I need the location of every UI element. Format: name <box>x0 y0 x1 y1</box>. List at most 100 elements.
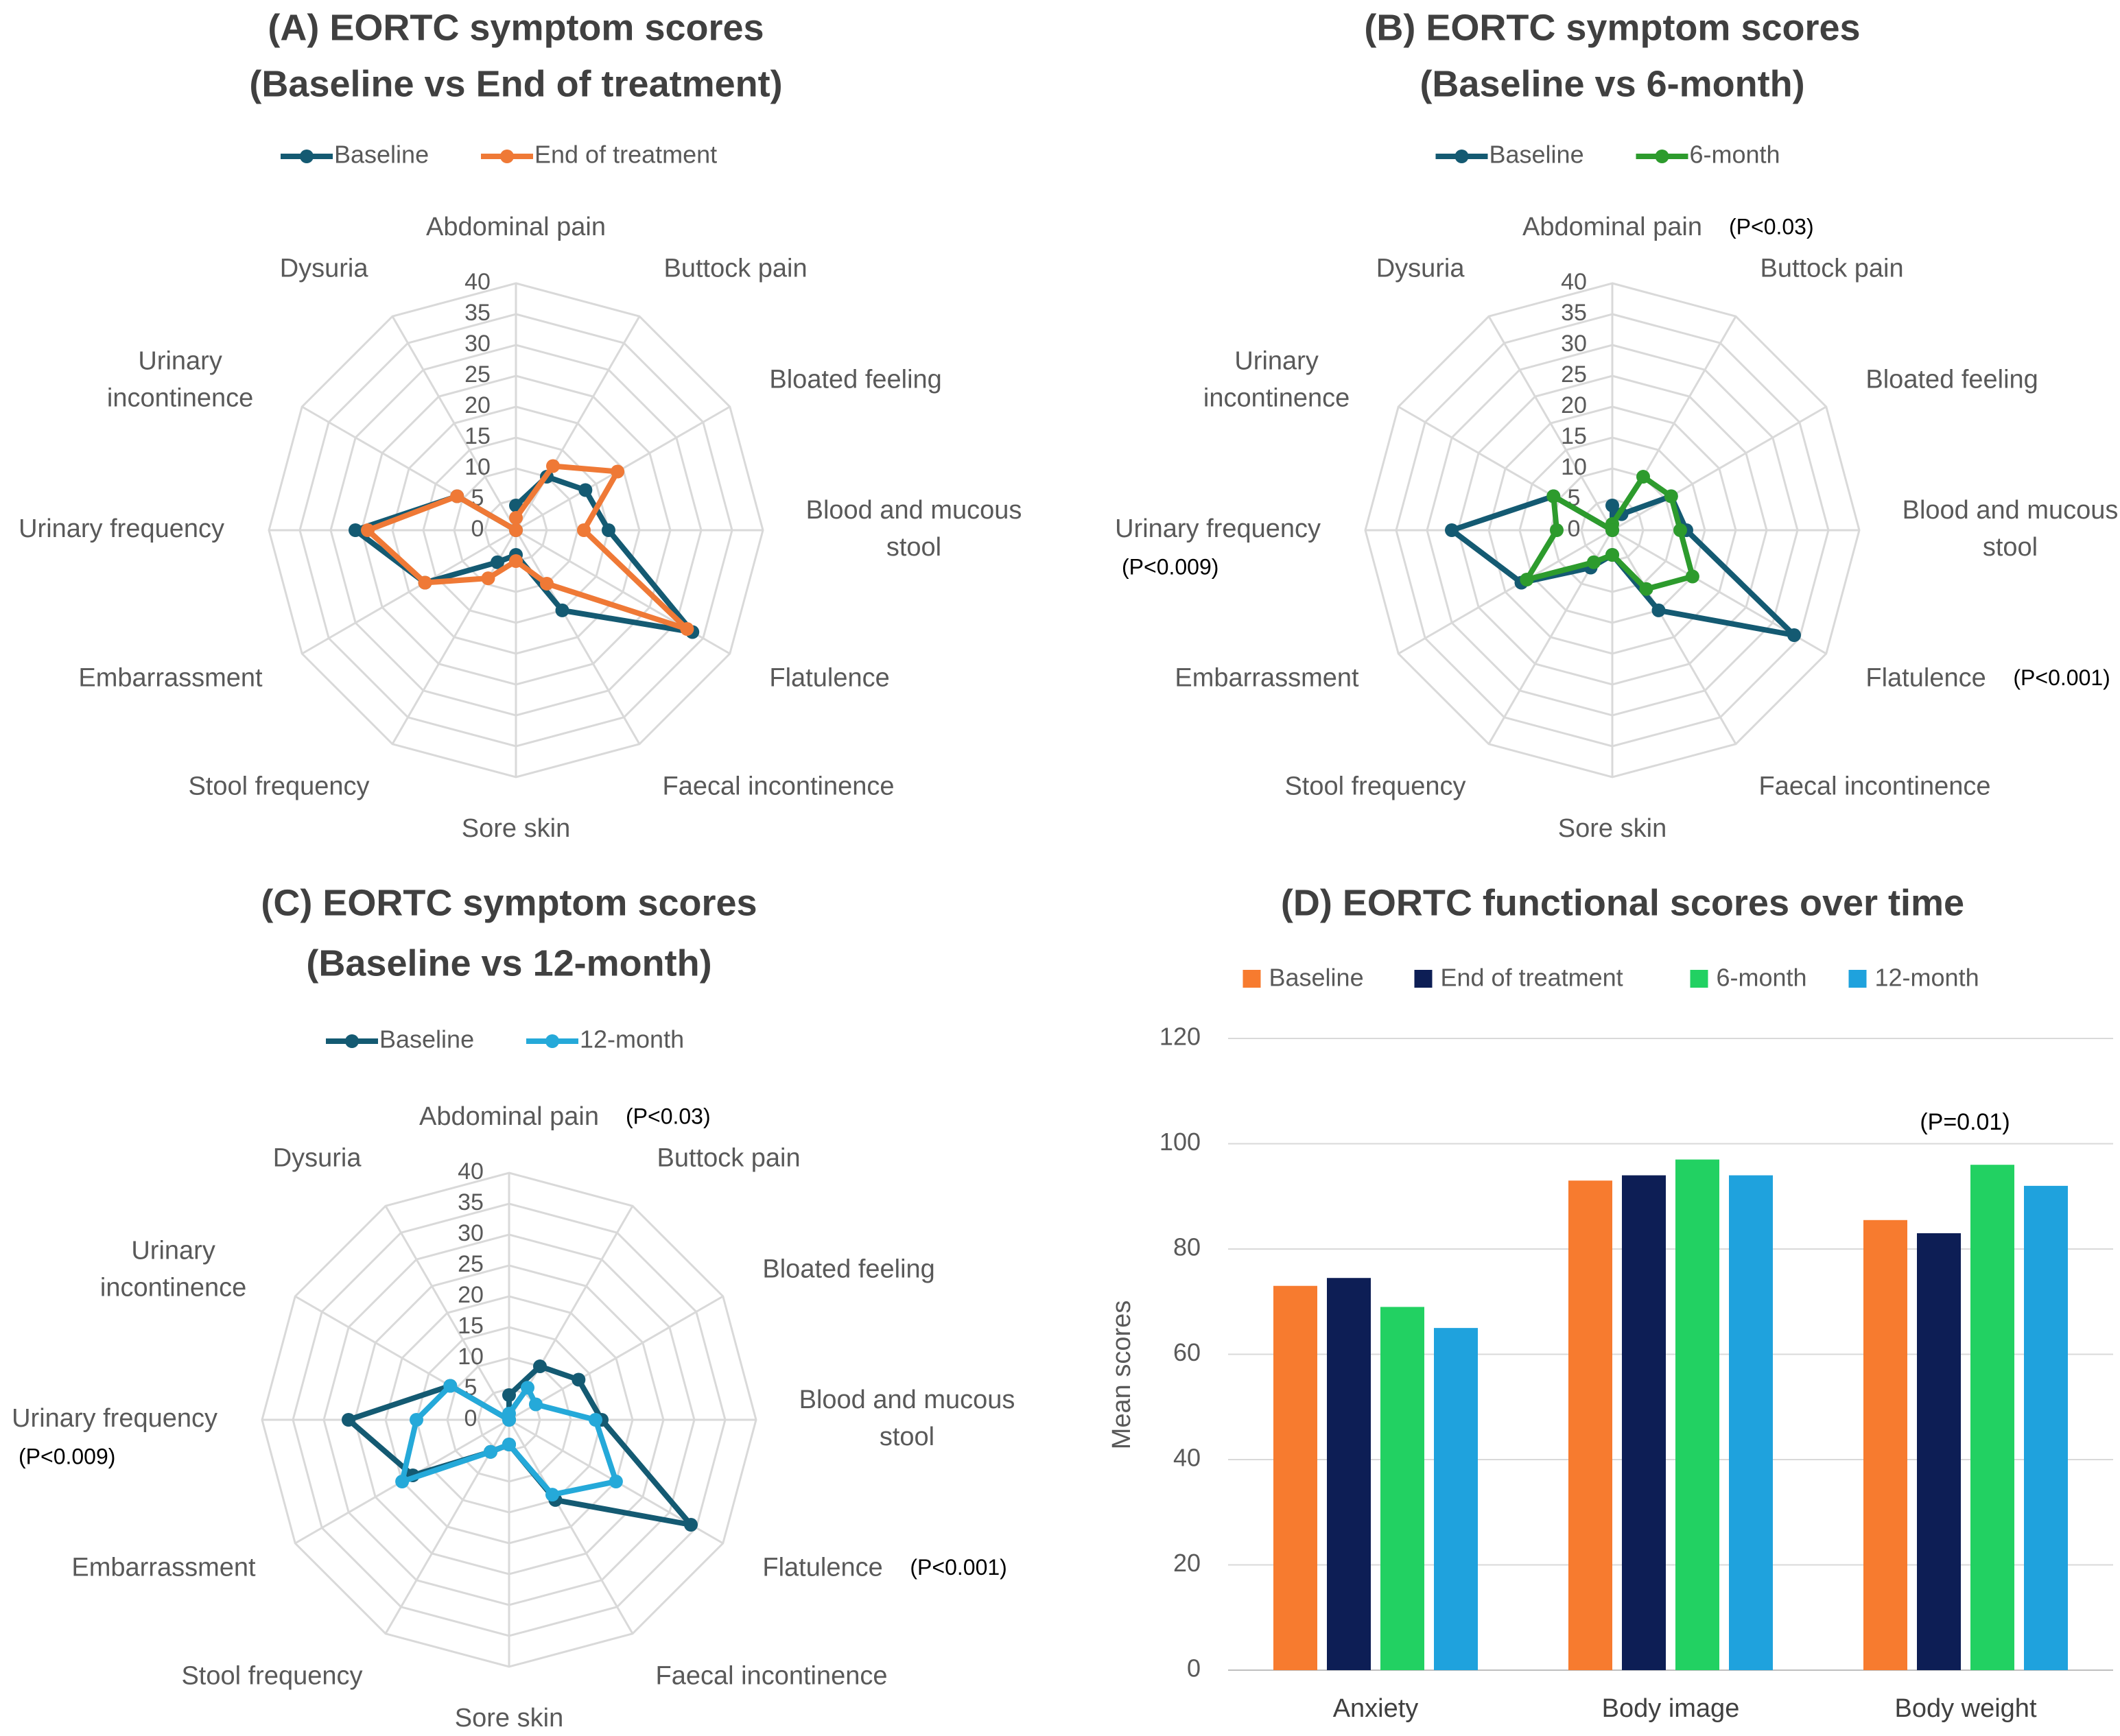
bar-body-image-baseline <box>1568 1180 1612 1670</box>
data-point <box>361 523 375 537</box>
p-value-annotation: (P<0.03) <box>626 1104 711 1128</box>
y-tick-label: 120 <box>1159 1023 1201 1051</box>
data-point <box>1520 573 1534 586</box>
grid-spoke <box>1611 530 1737 745</box>
legend-label: 6-month <box>1717 964 1807 992</box>
chart-title: (A) EORTC symptom scores <box>268 7 764 48</box>
p-value-annotation: (P<0.009) <box>19 1444 115 1469</box>
bar-body-image-6-month <box>1675 1159 1719 1670</box>
radar-chart-3: (C) EORTC symptom scores (Baseline vs 12-… <box>12 882 1015 1733</box>
category-label: Embarrassment <box>78 664 263 693</box>
chart-subtitle: (Baseline vs 6-month) <box>1420 63 1804 104</box>
category-label: Embarrassment <box>71 1554 256 1582</box>
grid-spoke <box>515 316 641 531</box>
radial-tick-label: 30 <box>1561 331 1587 357</box>
radial-tick-label: 20 <box>458 1282 484 1308</box>
radial-tick-label: 10 <box>458 1344 484 1370</box>
bar-anxiety-6-month <box>1380 1307 1424 1670</box>
data-point <box>684 1518 698 1532</box>
p-value-annotation: (P<0.03) <box>1729 214 1814 239</box>
category-label: stool <box>880 1423 934 1451</box>
category-label: Stool frequency <box>181 1661 362 1690</box>
grid-spoke <box>1398 529 1613 655</box>
category-label: Buttock pain <box>1760 254 1904 283</box>
chart-title: (C) EORTC symptom scores <box>261 882 757 923</box>
category-label: Urinary <box>138 347 222 376</box>
category-label: Sore skin <box>462 814 570 843</box>
radial-tick-label: 0 <box>1568 516 1581 542</box>
legend-label: Baseline <box>379 1025 474 1054</box>
chart-title: (B) EORTC symptom scores <box>1364 7 1860 48</box>
legend: Baseline End of treatment 6-month 12-month <box>1242 964 1979 992</box>
p-value-annotation: (P=0.01) <box>1920 1109 2010 1135</box>
chart-title: (D) EORTC functional scores over time <box>1281 882 1964 923</box>
category-label: Dysuria <box>280 254 369 283</box>
data-point <box>1685 569 1699 584</box>
legend-label: Baseline <box>1269 964 1364 992</box>
radial-tick-label: 15 <box>458 1313 484 1339</box>
radial-tick-label: 25 <box>1561 361 1587 388</box>
data-point <box>545 1488 559 1502</box>
data-point <box>410 1413 423 1427</box>
legend-swatch <box>1414 970 1433 988</box>
category-label: Sore skin <box>455 1704 563 1733</box>
radial-tick-label: 15 <box>464 423 491 449</box>
radial-tick-label: 35 <box>1561 300 1587 326</box>
category-label: Bloated feeling <box>1865 366 2038 394</box>
radial-tick-label: 10 <box>464 454 491 480</box>
legend: Baseline 6-month <box>1435 141 1780 169</box>
data-point <box>342 1413 355 1427</box>
data-point <box>578 483 593 497</box>
y-tick-label: 100 <box>1159 1128 1201 1156</box>
legend-label: Baseline <box>1489 141 1584 169</box>
p-value-annotation: (P<0.001) <box>2013 665 2110 690</box>
radial-tick-label: 25 <box>458 1251 484 1277</box>
bar-anxiety-end-of-treatment <box>1327 1278 1371 1670</box>
legend: Baseline 12-month <box>326 1025 684 1054</box>
bar-anxiety-12-month <box>1434 1328 1478 1670</box>
legend-marker <box>545 1034 559 1048</box>
category-label: Sore skin <box>1558 814 1666 843</box>
radial-tick-label: 0 <box>464 1405 478 1431</box>
category-label: Blood and mucous <box>1903 496 2119 525</box>
radial-tick-label: 40 <box>464 269 491 295</box>
category-label: incontinence <box>107 384 253 413</box>
data-point <box>1605 523 1619 537</box>
legend-marker <box>1454 150 1469 163</box>
data-point <box>1651 603 1666 617</box>
data-point <box>443 1379 458 1393</box>
category-label: Bloated feeling <box>762 1255 934 1284</box>
radial-tick-label: 15 <box>1561 423 1587 449</box>
category-label: incontinence <box>100 1274 246 1303</box>
data-point <box>680 622 694 636</box>
category-label: stool <box>1983 533 2038 562</box>
data-point <box>602 523 615 537</box>
legend-marker <box>300 150 314 163</box>
category-label: Stool frequency <box>1284 772 1465 800</box>
grid-spoke <box>301 529 517 655</box>
bar-anxiety-baseline <box>1273 1285 1317 1670</box>
radial-tick-label: 40 <box>1561 269 1587 295</box>
grid-spoke <box>508 1295 724 1421</box>
category-label: Abdominal pain <box>419 1102 599 1131</box>
category-label: Dysuria <box>1376 254 1465 283</box>
y-tick-label: 40 <box>1173 1444 1201 1472</box>
category-label: Buttock pain <box>664 254 808 283</box>
bar-body-weight-end-of-treatment <box>1917 1233 1961 1670</box>
data-point <box>484 1444 497 1459</box>
category-label: Abdominal pain <box>426 213 606 241</box>
category-label: Blood and mucous <box>799 1386 1015 1414</box>
category-label: Stool frequency <box>188 772 369 800</box>
data-point <box>533 1359 547 1374</box>
category-label: Buttock pain <box>657 1144 801 1173</box>
category-label: Urinary <box>1234 347 1318 376</box>
legend-label: 12-month <box>580 1025 684 1054</box>
data-point <box>450 489 464 503</box>
radar-chart-1: (A) EORTC symptom scores (Baseline vs End… <box>19 7 1022 843</box>
bar-body-weight-6-month <box>1970 1165 2014 1670</box>
y-tick-label: 80 <box>1173 1233 1201 1261</box>
radial-tick-label: 0 <box>471 516 484 542</box>
y-tick-label: 20 <box>1173 1549 1201 1577</box>
category-label: Embarrassment <box>1175 664 1359 693</box>
data-point <box>418 575 432 590</box>
